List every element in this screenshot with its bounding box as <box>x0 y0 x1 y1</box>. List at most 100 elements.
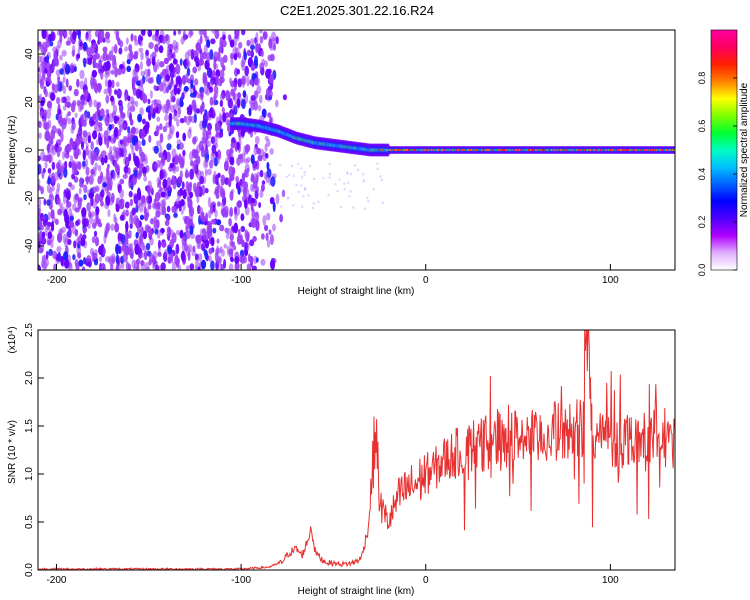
spectrogram-noise-cell <box>244 199 248 209</box>
spectrogram-noise-cell <box>151 51 157 59</box>
spectrogram-noise-cell <box>181 181 185 190</box>
spectrogram-noise-cell <box>55 69 61 76</box>
spectrogram-noise-cell <box>135 100 139 108</box>
spectrogram-noise-cell <box>38 63 43 74</box>
spectrogram-noise-cell <box>188 115 193 123</box>
spectrogram-noise-cell <box>88 192 94 199</box>
spectrogram-noise-cell <box>266 168 272 178</box>
spectrogram-noise-cell <box>78 199 82 207</box>
spectrogram-noise-cell <box>69 137 74 146</box>
spectrogram-noise-cell <box>159 132 164 143</box>
spectrogram-noise-cell <box>77 161 82 171</box>
spectrogram-noise-cell <box>88 174 94 185</box>
spectrogram-noise-cell <box>119 188 125 199</box>
spectrogram-noise-cell <box>60 96 64 104</box>
spectrogram-noise-cell <box>104 71 109 79</box>
spectrogram-noise-cell <box>175 198 180 205</box>
spectrogram-noise-cell <box>236 68 240 75</box>
spectrogram-noise-cell <box>83 57 87 68</box>
spectrogram-noise-cell <box>60 255 64 266</box>
spectrogram-noise-cell <box>224 160 229 172</box>
spectrogram-noise-cell <box>208 67 213 79</box>
spectrogram-noise-cell <box>159 60 165 68</box>
spectrogram-noise-cell <box>376 162 379 165</box>
spectrogram-noise-cell <box>140 129 146 140</box>
spectrogram-noise-cell <box>166 143 172 151</box>
spectrogram-noise-cell <box>168 246 173 255</box>
spectrogram-noise-cell <box>263 60 268 68</box>
spectrogram-noise-cell <box>59 206 65 213</box>
spectrogram-noise-cell <box>165 151 171 163</box>
spectrogram-noise-cell <box>242 90 247 98</box>
spectrogram-noise-cell <box>312 202 316 205</box>
spectrogram-noise-cell <box>83 184 88 194</box>
spectrogram-noise-cell <box>281 189 286 198</box>
spectrogram-noise-cell <box>300 184 303 187</box>
spectrogram-noise-cell <box>250 38 255 47</box>
spectrogram-noise-cell <box>111 46 115 53</box>
spectrogram-noise-cell <box>220 57 225 68</box>
spectrogram-noise-cell <box>68 220 75 229</box>
spectrogram-noise-cell <box>132 126 136 135</box>
spectrogram-noise-cell <box>223 54 228 63</box>
spectrogram-noise-cell <box>55 218 59 225</box>
spectrogram-noise-cell <box>41 231 46 239</box>
spectrogram-noise-cell <box>217 257 223 263</box>
spectrogram-noise-cell <box>101 263 106 270</box>
spectrogram-noise-cell <box>241 30 246 36</box>
spectrogram-noise-cell <box>69 215 74 222</box>
spectrogram-noise-cell <box>134 142 139 152</box>
spectrogram-noise-cell <box>192 182 197 193</box>
spectrogram-noise-cell <box>195 258 200 270</box>
spectrogram-noise-cell <box>123 123 127 130</box>
spectrogram-noise-cell <box>181 250 186 262</box>
spectrogram-noise-cell <box>285 175 288 179</box>
spectrogram-noise-cell <box>237 52 242 59</box>
snr-y-tick-label: 2.5 <box>24 323 35 337</box>
spectrogram-noise-cell <box>353 164 357 167</box>
spectrogram-noise-cell <box>158 81 164 92</box>
spectrogram-noise-cell <box>38 121 42 129</box>
spectrogram-noise-cell <box>40 44 45 54</box>
spectrogram-noise-cell <box>56 97 61 105</box>
spectrogram-noise-cell <box>182 149 186 157</box>
spectrogram-noise-cell <box>115 150 119 162</box>
spectrogram-noise-cell <box>205 130 209 141</box>
spectrogram-noise-cell <box>352 206 355 209</box>
spectrogram-noise-cell <box>123 165 129 174</box>
spectrogram-noise-cell <box>175 76 179 87</box>
spectrogram-noise-cell <box>156 74 162 85</box>
spectrogram-noise-cell <box>44 89 48 98</box>
spectrogram-noise-cell <box>150 103 154 115</box>
spectrogram-noise-cell <box>128 44 133 53</box>
spectrogram-noise-cell <box>210 219 216 225</box>
spectrogram-noise-cell <box>134 155 140 167</box>
spectrogram-noise-cell <box>311 206 315 210</box>
spectrogram-noise-cell <box>38 155 41 162</box>
spectrogram-noise-cell <box>249 79 254 86</box>
colorbar-label: Normalized spectral amplitude <box>739 82 750 217</box>
spectrogram-noise-cell <box>189 92 196 98</box>
spectrogram-noise-cell <box>96 102 100 112</box>
spectrogram-noise-cell <box>175 131 180 139</box>
spectrogram-noise-cell <box>76 53 81 59</box>
spectrogram-noise-cell <box>38 212 41 221</box>
spectrogram-noise-cell <box>243 169 248 178</box>
spectrogram-noise-cell <box>128 153 132 162</box>
spectrogram-noise-cell <box>156 58 160 70</box>
spectrogram-noise-cell <box>255 257 259 263</box>
spectrogram-noise-cell <box>381 201 384 205</box>
spectrogram-noise-cell <box>206 140 211 148</box>
spectrogram-noise-cell <box>197 242 202 250</box>
spectrogram-noise-cell <box>96 148 100 155</box>
spectrogram-noise-cell <box>92 113 97 120</box>
spectrogram-noise-cell <box>144 213 149 221</box>
spectrogram-noise-cell <box>343 187 346 191</box>
spectrogram-noise-cell <box>126 65 131 72</box>
spectrogram-noise-cell <box>162 178 168 189</box>
spectrogram-noise-cell <box>91 186 97 194</box>
spectrogram-noise-cell <box>159 169 164 180</box>
spectrogram-noise-cell <box>241 75 247 85</box>
spectrogram-noise-cell <box>241 98 246 110</box>
spectrogram-noise-cell <box>86 255 92 263</box>
